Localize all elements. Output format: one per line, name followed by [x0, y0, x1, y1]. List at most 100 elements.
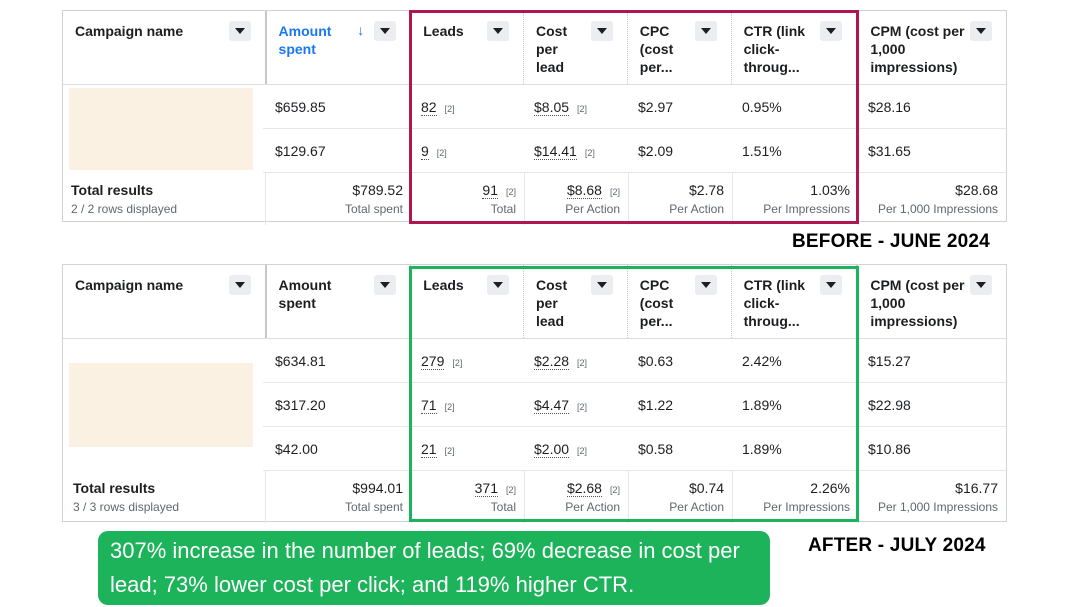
total-cpm-value: $16.77 — [955, 480, 998, 496]
col-campaign-name[interactable]: Campaign name — [63, 265, 265, 338]
col-campaign-name[interactable]: Campaign name — [63, 11, 265, 84]
amount-cell: $659.85 — [275, 98, 326, 115]
leads-value[interactable]: 279 — [421, 352, 445, 370]
table-row[interactable]: $129.67 9 [2] $14.41 [2] $2.09 1.51% $31.6… — [263, 129, 1006, 173]
cpl-note: [2] — [584, 147, 595, 158]
results-callout: 307% increase in the number of leads; 69… — [98, 531, 770, 605]
cpl-cell[interactable]: $2.00 [2] — [522, 440, 626, 458]
ctr-cell: 2.42% — [742, 352, 782, 369]
leads-cell[interactable]: 21 [2] — [409, 440, 522, 458]
table-body: $634.81 279 [2] $2.28 [2] $0.63 2.42% $15.… — [63, 339, 1006, 471]
ctr-cell: 0.95% — [742, 98, 782, 115]
cpl-note: [2] — [577, 401, 588, 412]
col-cpc[interactable]: CPC (cost per... — [626, 11, 731, 84]
col-label: CPC (cost per... — [639, 277, 674, 329]
chevron-down-icon[interactable] — [487, 21, 509, 41]
cpl-value[interactable]: $2.28 — [534, 352, 570, 370]
col-amount-spent[interactable]: Amount spent ↓ — [264, 11, 411, 84]
total-cpl-value[interactable]: $2.68 — [566, 480, 602, 497]
table-header: Campaign name Amount spent Leads Cost pe… — [63, 265, 1006, 339]
total-cpc-sub: Per Action — [669, 202, 724, 216]
col-cpm[interactable]: CPM (cost per 1,000 impressions) — [856, 11, 1006, 84]
table-row[interactable]: $317.20 71 [2] $4.47 [2] $1.22 1.89% $22.9… — [263, 383, 1006, 427]
cpl-value[interactable]: $2.00 — [534, 440, 570, 458]
chevron-down-icon[interactable] — [487, 275, 509, 295]
total-cpm: $16.77 Per 1,000 Impressions — [858, 471, 1006, 523]
leads-cell[interactable]: 82 [2] — [409, 98, 522, 116]
leads-cell[interactable]: 9 [2] — [409, 142, 522, 160]
chevron-down-icon[interactable] — [694, 21, 717, 41]
col-amount-spent[interactable]: Amount spent — [264, 265, 411, 338]
total-cpl-value[interactable]: $8.68 — [566, 182, 602, 199]
cpl-cell[interactable]: $4.47 [2] — [522, 396, 626, 414]
cpl-value[interactable]: $8.05 — [534, 98, 570, 116]
total-cpc-sub: Per Action — [669, 500, 724, 514]
cpl-value[interactable]: $4.47 — [534, 396, 570, 414]
col-label: Amount spent — [278, 277, 332, 311]
table-row[interactable]: $42.00 21 [2] $2.00 [2] $0.58 1.89% $10.86 — [263, 427, 1006, 471]
chevron-down-icon[interactable] — [820, 21, 843, 41]
total-ctr: 2.26% Per Impressions — [732, 471, 858, 523]
totals-title: Total results — [71, 182, 154, 198]
chevron-down-icon[interactable] — [590, 21, 613, 41]
total-cpl-note: [2] — [609, 187, 620, 197]
col-label: Leads — [423, 277, 464, 293]
cpm-cell: $15.27 — [868, 352, 911, 369]
cpl-cell[interactable]: $14.41 [2] — [522, 142, 626, 160]
leads-cell[interactable]: 279 [2] — [409, 352, 522, 370]
col-cpm[interactable]: CPM (cost per 1,000 impressions) — [856, 265, 1006, 338]
col-cost-per-lead[interactable]: Cost per lead — [523, 265, 627, 338]
total-cpl: $8.68 [2] Per Action — [524, 173, 628, 225]
col-cost-per-lead[interactable]: Cost per lead — [523, 11, 627, 84]
cpc-cell: $0.63 — [638, 352, 674, 369]
totals-label: Total results 3 / 3 rows displayed — [63, 471, 265, 523]
chevron-down-icon[interactable] — [970, 21, 992, 41]
leads-cell[interactable]: 71 [2] — [409, 396, 522, 414]
total-cpc: $0.74 Per Action — [628, 471, 732, 523]
total-cpm-sub: Per 1,000 Impressions — [877, 202, 998, 216]
col-leads[interactable]: Leads — [410, 265, 523, 338]
total-leads-value[interactable]: 371 — [474, 480, 498, 497]
leads-value[interactable]: 21 — [421, 440, 437, 458]
total-cpl-sub: Per Action — [565, 500, 620, 514]
total-ctr: 1.03% Per Impressions — [732, 173, 858, 225]
total-amount: $994.01 Total spent — [265, 471, 411, 523]
col-cpc[interactable]: CPC (cost per... — [626, 265, 731, 338]
cpl-value[interactable]: $14.41 — [534, 142, 577, 160]
col-label: Cost per lead — [536, 277, 568, 329]
col-leads[interactable]: Leads — [410, 11, 523, 84]
total-leads-value[interactable]: 91 — [482, 182, 498, 199]
total-ctr-value: 2.26% — [810, 480, 850, 496]
chevron-down-icon[interactable] — [970, 275, 992, 295]
total-cpm-value: $28.68 — [955, 182, 998, 198]
cpm-cell: $10.86 — [868, 440, 911, 457]
leads-value[interactable]: 9 — [421, 142, 429, 160]
col-ctr[interactable]: CTR (link click-throug... — [730, 11, 857, 84]
cpl-cell[interactable]: $8.05 [2] — [522, 98, 626, 116]
before-label: BEFORE - JUNE 2024 — [792, 231, 990, 252]
chevron-down-icon[interactable] — [694, 275, 717, 295]
chevron-down-icon[interactable] — [820, 275, 843, 295]
leads-value[interactable]: 71 — [421, 396, 437, 414]
cpc-cell: $2.97 — [638, 98, 674, 115]
totals-title: Total results — [73, 480, 156, 496]
amount-cell: $634.81 — [275, 352, 326, 369]
total-amount: $789.52 Total spent — [265, 173, 411, 225]
table-header: Campaign name Amount spent ↓ Leads Cost … — [63, 11, 1006, 85]
leads-value[interactable]: 82 — [421, 98, 437, 116]
total-leads-sub: Total — [490, 500, 516, 514]
chevron-down-icon[interactable] — [590, 275, 613, 295]
chevron-down-icon[interactable] — [228, 275, 251, 295]
col-label: Leads — [423, 23, 464, 39]
chevron-down-icon[interactable] — [374, 21, 397, 41]
chevron-down-icon[interactable] — [228, 21, 251, 41]
sort-down-arrow-icon[interactable]: ↓ — [357, 22, 365, 38]
cpm-cell: $28.16 — [868, 98, 911, 115]
cpl-cell[interactable]: $2.28 [2] — [522, 352, 626, 370]
col-ctr[interactable]: CTR (link click-throug... — [730, 265, 857, 338]
chevron-down-icon[interactable] — [374, 275, 397, 295]
total-leads-note: [2] — [505, 485, 516, 495]
totals-row: Total results 3 / 3 rows displayed $994.… — [63, 471, 1006, 523]
table-row[interactable]: $634.81 279 [2] $2.28 [2] $0.63 2.42% $15.… — [263, 339, 1006, 383]
table-row[interactable]: $659.85 82 [2] $8.05 [2] $2.97 0.95% $28.1… — [263, 85, 1006, 129]
